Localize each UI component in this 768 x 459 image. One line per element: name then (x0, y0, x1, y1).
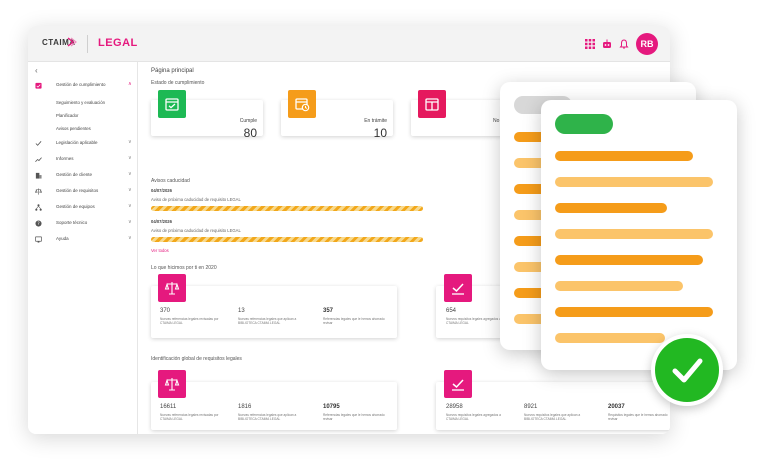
checklist-item (514, 158, 554, 168)
calendar-check-icon (165, 98, 179, 111)
product-name[interactable]: LEGAL (98, 37, 138, 49)
scale-icon (164, 282, 180, 295)
chart-line-icon (35, 157, 42, 162)
page-title: Página principal (151, 68, 194, 74)
checklist-item (514, 262, 554, 272)
stat-block: 1816 Nuevas referencias legales que apli… (238, 404, 297, 421)
stat-block: 370 Nuevas referencias legales revisadas… (160, 308, 219, 325)
stat-block: 8921 Nuevos requisitos legales que aplic… (524, 404, 581, 421)
year-tile-references (158, 274, 186, 302)
check-box-icon (452, 283, 464, 295)
svg-text:?: ? (37, 221, 40, 227)
chevron-down-icon[interactable]: ∨ (128, 235, 132, 241)
calendar-clock-icon (295, 98, 310, 112)
checklist-header-bar (555, 114, 613, 134)
chevron-down-icon[interactable]: ∨ (128, 171, 132, 177)
stat-block: 13 Nuevas referencias legales que aplica… (238, 308, 297, 325)
checklist-item (555, 151, 693, 161)
alerts-title: Avisos caducidad (151, 178, 190, 184)
stat-block: 28958 Nuevos requisitos legales agregado… (446, 404, 501, 421)
sidebar-item-ayuda[interactable]: Ayuda ∨ (28, 234, 138, 246)
alert-text[interactable]: Aviso de próxima caducidad de requisito … (151, 228, 241, 233)
alert-progress-bar (151, 206, 423, 211)
kpi-tile-cumple (158, 90, 186, 118)
year-card-references: 370 Nuevas referencias legales revisadas… (151, 286, 397, 338)
subnav-seguimiento[interactable]: Seguimiento y evaluación (56, 100, 105, 105)
scale-icon (35, 188, 42, 195)
building-icon (35, 172, 42, 179)
global-tile-references (158, 370, 186, 398)
calendar-check-icon (35, 82, 42, 89)
sidebar-item-legislacion[interactable]: Legislación aplicable ∨ (28, 138, 138, 150)
chevron-down-icon[interactable]: ∨ (128, 139, 132, 145)
subnav-planificador[interactable]: Planificador (56, 113, 79, 118)
chevron-left-icon[interactable]: ‹ (35, 66, 38, 75)
checklist-item (514, 288, 554, 298)
help-icon: ? (35, 220, 42, 227)
year-tile-requirements (444, 274, 472, 302)
check-circle-icon (651, 334, 723, 406)
sidebar-item-gestion-cliente[interactable]: Gestión de cliente ∨ (28, 170, 138, 182)
apps-grid-icon[interactable] (585, 39, 595, 49)
alert-progress-bar (151, 237, 423, 242)
sidebar-item-soporte[interactable]: ? Soporte técnico ∨ (28, 218, 138, 230)
kpi-tile-no (418, 90, 446, 118)
brand-divider (87, 35, 88, 53)
checklist-item (514, 314, 554, 324)
checklist-item (514, 184, 554, 194)
year-section-title: Lo que hicimos por ti en 2020 (151, 265, 217, 271)
user-avatar[interactable]: RB (636, 33, 658, 55)
global-card-requirements: 28958 Nuevos requisitos legales agregado… (436, 382, 670, 430)
kpi-tile-en-tramite (288, 90, 316, 118)
alert-text[interactable]: Aviso de próxima caducidad de requisito … (151, 197, 241, 202)
header-actions: RB (585, 32, 658, 56)
checklist-item (555, 255, 703, 265)
stat-block: 20037 Requisitos legales que le hemos ah… (608, 404, 668, 421)
monitor-icon (35, 236, 42, 243)
robot-icon[interactable] (602, 39, 612, 49)
status-section-title: Estado de cumplimiento (151, 80, 205, 86)
stat-block: 16611 Nuevas referencias legales revisad… (160, 404, 219, 421)
checklist-item (555, 203, 667, 213)
chevron-down-icon[interactable]: ∨ (128, 155, 132, 161)
calendar-x-icon (425, 98, 439, 111)
see-all-link[interactable]: Ver todos (151, 248, 169, 253)
chevron-up-icon[interactable]: ∧ (128, 81, 132, 87)
chevron-down-icon[interactable]: ∨ (128, 203, 132, 209)
checklist-item (514, 236, 554, 246)
stat-block: 357 Referencias legales que le hemos aho… (323, 308, 385, 325)
brand-logo-icon (67, 37, 77, 47)
checklist-item (555, 177, 713, 187)
checklist-sheet-front (541, 100, 737, 370)
chevron-down-icon[interactable]: ∨ (128, 219, 132, 225)
scale-icon (164, 378, 180, 391)
checklist-item (555, 307, 713, 317)
global-tile-requirements (444, 370, 472, 398)
network-icon (35, 204, 42, 211)
global-card-references: 16611 Nuevas referencias legales revisad… (151, 382, 397, 430)
stat-block: 654 Nuevos requisitos legales agregados … (446, 308, 501, 325)
checklist-item (555, 281, 683, 291)
sidebar-item-gestion-requisitos[interactable]: Gestión de requisitos ∨ (28, 186, 138, 198)
subnav-avisos[interactable]: Avisos pendientes (56, 126, 91, 131)
sidebar: ‹ Gestión de cumplimiento ∧ Seguimiento … (28, 62, 138, 434)
checkmark-icon (672, 358, 703, 383)
checklist-item (555, 333, 665, 343)
checklist-item (555, 229, 713, 239)
global-section-title: Identificación global de requisitos lega… (151, 356, 242, 362)
alert-date: 04/07/2026 (151, 188, 172, 193)
top-bar: CTAIMA LEGAL RB (28, 26, 670, 62)
check-box-icon (452, 379, 464, 391)
sidebar-item-informes[interactable]: Informes ∨ (28, 154, 138, 166)
sidebar-item-gestion-cumplimiento[interactable]: Gestión de cumplimiento ∧ (28, 80, 138, 92)
chevron-down-icon[interactable]: ∨ (128, 187, 132, 193)
brand-name: CTAIMA (42, 38, 76, 47)
bell-icon[interactable] (619, 39, 629, 49)
check-icon (35, 141, 42, 146)
stat-block: 10795 Referencias legales que le hemos a… (323, 404, 385, 421)
checklist-item (514, 132, 554, 142)
alert-date: 04/07/2026 (151, 219, 172, 224)
checklist-item (514, 210, 554, 220)
sidebar-item-gestion-equipos[interactable]: Gestión de equipos ∨ (28, 202, 138, 214)
